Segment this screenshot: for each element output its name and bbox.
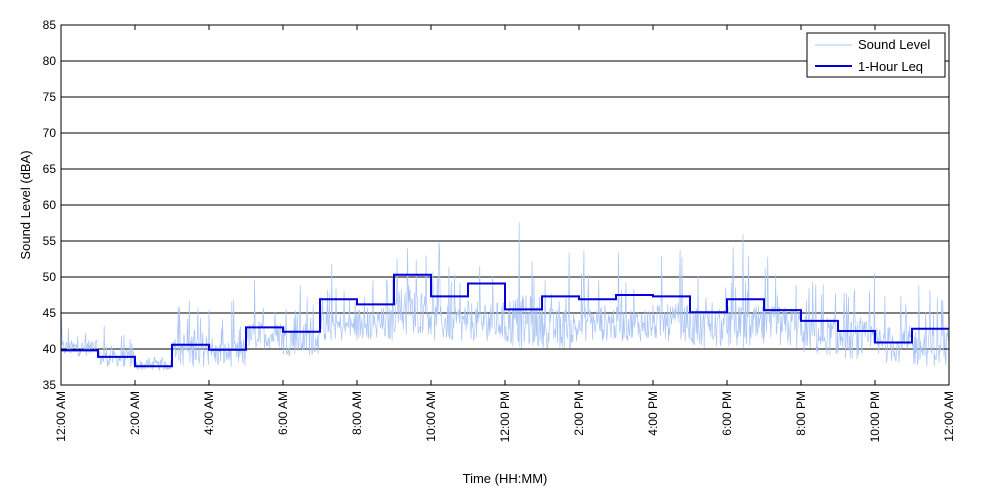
x-tick-label: 12:00 AM [54,391,68,442]
legend: Sound Level 1-Hour Leq [806,32,946,78]
legend-box [806,32,946,78]
x-axis-title: Time (HH:MM) [463,471,548,486]
x-tick-label: 6:00 AM [276,391,290,435]
x-tick-label: 12:00 PM [498,391,512,442]
y-tick-label: 45 [43,306,57,320]
axis-ticks [60,24,950,386]
y-tick-label: 85 [43,18,57,32]
y-axis-title: Sound Level (dBA) [18,150,33,259]
y-tick-label: 60 [43,198,57,212]
y-tick-label: 65 [43,162,57,176]
x-tick-labels: 12:00 AM 2:00 AM 4:00 AM 6:00 AM 8:00 AM 10:0… [54,391,956,442]
y-tick-labels: 35 40 45 50 55 60 65 70 75 80 85 [43,18,57,392]
legend-label-leq: 1-Hour Leq [858,59,923,74]
x-tick-label: 12:00 AM [942,391,956,442]
x-tick-label: 6:00 PM [720,391,734,436]
y-tick-label: 70 [43,126,57,140]
leq-step-line [61,273,949,368]
leq-series [61,273,949,368]
legend-label-sound-level: Sound Level [858,37,930,52]
sound-level-series [60,222,949,372]
x-tick-label: 4:00 AM [202,391,216,435]
y-tick-label: 75 [43,90,57,104]
x-tick-label: 2:00 PM [572,391,586,436]
y-tick-label: 35 [43,378,57,392]
y-tick-label: 50 [43,270,57,284]
y-tick-label: 40 [43,342,57,356]
x-tick-label: 10:00 PM [868,391,882,442]
sound-level-line [60,222,949,372]
y-tick-label: 80 [43,54,57,68]
x-tick-label: 2:00 AM [128,391,142,435]
x-tick-label: 8:00 AM [350,391,364,435]
x-tick-label: 4:00 PM [646,391,660,436]
x-tick-label: 10:00 AM [424,391,438,442]
x-tick-label: 8:00 PM [794,391,808,436]
y-tick-label: 55 [43,234,57,248]
